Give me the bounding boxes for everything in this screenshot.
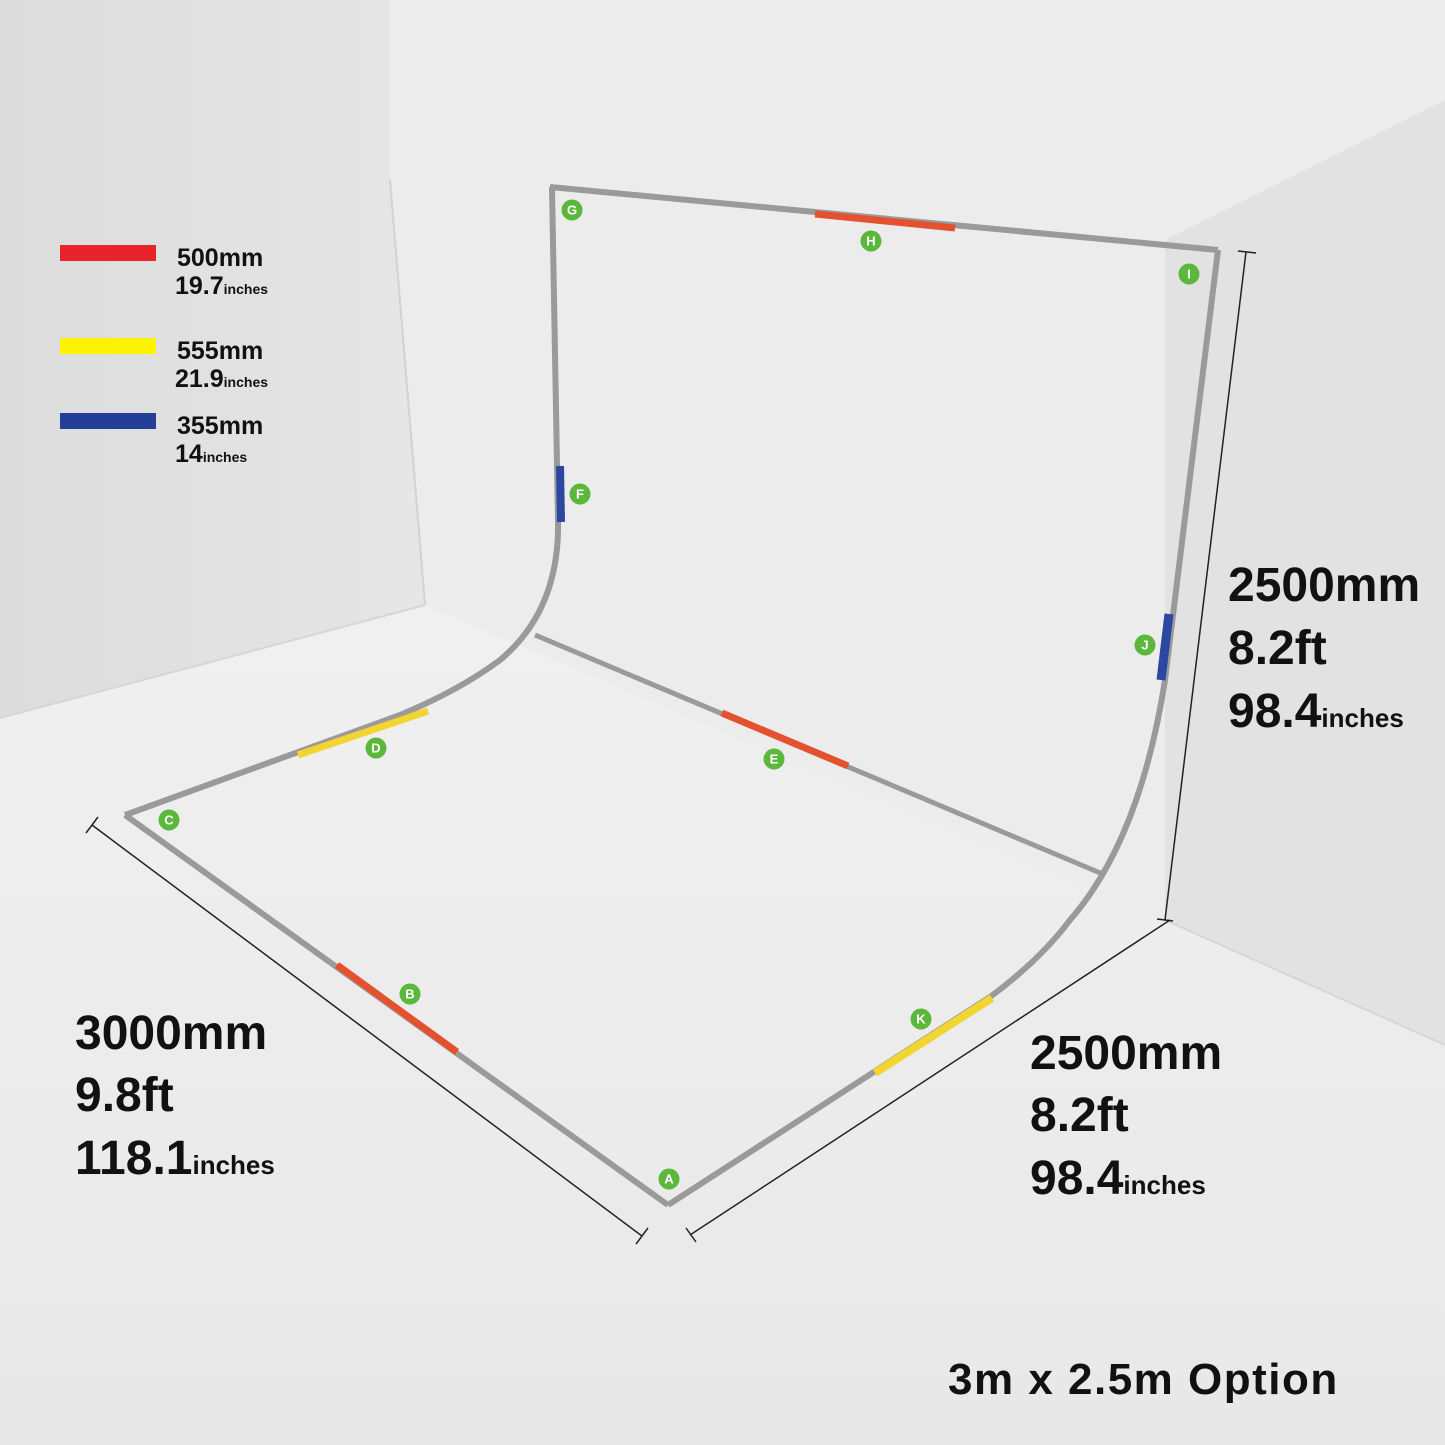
marker-h: H — [860, 230, 882, 252]
svg-text:98.4inches: 98.4inches — [1030, 1152, 1206, 1205]
svg-text:8.2ft: 8.2ft — [1030, 1089, 1129, 1142]
marker-label: F — [576, 487, 584, 502]
depth-dimension-label: 2500mm 8.2ft 98.4inches — [1030, 1027, 1222, 1205]
marker-j: J — [1134, 634, 1156, 656]
svg-text:2500mm: 2500mm — [1030, 1027, 1222, 1080]
legend-yellow-mm: 555mm — [177, 337, 263, 365]
svg-text:9.8ft: 9.8ft — [75, 1069, 174, 1122]
svg-text:98.4inches: 98.4inches — [1228, 685, 1404, 738]
svg-text:118.1inches: 118.1inches — [75, 1132, 275, 1185]
marker-b: B — [399, 983, 421, 1005]
marker-label: K — [916, 1012, 926, 1027]
marker-label: I — [1187, 267, 1191, 282]
marker-label: D — [371, 741, 380, 756]
legend-swatch-yellow — [60, 338, 156, 354]
segment-j-blue — [1156, 613, 1174, 681]
svg-text:8.2ft: 8.2ft — [1228, 622, 1327, 675]
legend-blue-mm: 355mm — [177, 412, 263, 440]
marker-f: F — [569, 483, 591, 505]
marker-label: C — [164, 813, 174, 828]
legend-swatch-blue — [60, 413, 156, 429]
marker-e: E — [763, 748, 785, 770]
legend-red-inches: 19.7inches — [175, 272, 268, 300]
legend: 500mm 19.7inches 555mm 21.9inches 355mm … — [60, 244, 268, 468]
segment-f-blue — [556, 465, 565, 523]
marker-c: C — [158, 809, 180, 831]
segment-b-red — [334, 962, 460, 1055]
marker-label: B — [405, 987, 414, 1002]
legend-blue-inches: 14inches — [175, 440, 247, 468]
svg-text:2500mm: 2500mm — [1228, 559, 1420, 612]
marker-i: I — [1178, 263, 1200, 285]
width-dimension-label: 3000mm 9.8ft 118.1inches — [75, 1007, 275, 1185]
marker-label: H — [866, 234, 875, 249]
marker-label: A — [664, 1172, 674, 1187]
colored-segments — [296, 210, 1174, 1077]
segment-d-yellow — [296, 707, 430, 759]
marker-a: A — [658, 1168, 680, 1190]
marker-label: E — [770, 752, 779, 767]
legend-swatch-red — [60, 245, 156, 261]
height-dimension-label: 2500mm 8.2ft 98.4inches — [1228, 559, 1420, 738]
segment-h-red — [814, 210, 956, 232]
frame-right-curve — [666, 249, 1221, 1208]
dimension-lines — [85, 250, 1257, 1245]
segment-k-yellow — [872, 994, 995, 1077]
frame-left-curve — [123, 186, 562, 818]
legend-yellow-inches: 21.9inches — [175, 365, 268, 393]
marker-label: G — [567, 203, 577, 218]
markers: A B C D E F G H I J K — [158, 199, 1200, 1190]
marker-k: K — [910, 1008, 932, 1030]
marker-g: G — [561, 199, 583, 221]
segment-e-red — [720, 709, 850, 770]
marker-label: J — [1141, 638, 1148, 653]
marker-d: D — [365, 737, 387, 759]
legend-red-mm: 500mm — [177, 244, 263, 272]
option-title: 3m x 2.5m Option — [948, 1355, 1339, 1404]
svg-text:3000mm: 3000mm — [75, 1007, 267, 1060]
